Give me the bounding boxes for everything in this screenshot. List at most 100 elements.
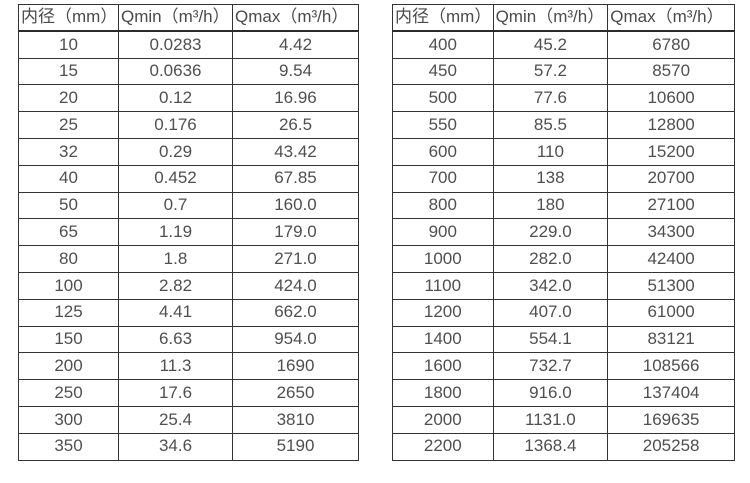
table-row: 15 0.0636 9.54	[18, 57, 359, 86]
table-cell: 1800	[392, 379, 494, 407]
table-cell: 6780	[607, 30, 735, 59]
table-cell: 26.5	[232, 111, 359, 139]
table-cell: 0.7	[118, 191, 233, 220]
table-cell: 1000	[392, 245, 494, 273]
table-cell: 4.41	[118, 298, 233, 327]
table-cell: 1.8	[118, 245, 233, 273]
table-row: 800 180 27100	[392, 191, 735, 220]
table-row: 200 11.3 1690	[18, 352, 359, 381]
table-cell: 34.6	[118, 432, 233, 461]
table-row: 2200 1368.4 205258	[392, 432, 735, 461]
table-cell: 250	[18, 379, 119, 407]
table-cell: 554.1	[492, 325, 609, 354]
table-cell: 12800	[607, 111, 735, 139]
table-cell: 179.0	[232, 218, 359, 247]
table-row: 450 57.2 8570	[392, 57, 735, 86]
table-cell: 100	[18, 271, 119, 300]
table-row: 40 0.452 67.85	[18, 164, 359, 193]
table-cell: 450	[392, 57, 494, 86]
table-cell: 137404	[607, 379, 735, 407]
table-cell: 600	[392, 137, 494, 166]
column-header: 内径（mm）	[18, 4, 119, 33]
table-cell: 1.19	[118, 218, 233, 247]
table-cell: 34300	[607, 218, 735, 247]
table-cell: 150	[18, 325, 119, 354]
column-header: Qmax（m³/h）	[232, 4, 359, 33]
table-row: 20 0.12 16.96	[18, 84, 359, 113]
table-row: 150 6.63 954.0	[18, 325, 359, 354]
table-row: 250 17.6 2650	[18, 379, 359, 407]
table-cell: 0.12	[118, 84, 233, 113]
table-cell: 11.3	[118, 352, 233, 381]
table-cell: 51300	[607, 271, 735, 300]
flow-range-table-small-diameters: 内径（mm） Qmin（m³/h） Qmax（m³/h） 10 0.0283 4.42 1…	[18, 4, 359, 461]
table-cell: 1200	[392, 298, 494, 327]
table-row: 550 85.5 12800	[392, 111, 735, 139]
table-cell: 0.29	[118, 137, 233, 166]
table-cell: 83121	[607, 325, 735, 354]
table-row: 10 0.0283 4.42	[18, 30, 359, 59]
table-row: 900 229.0 34300	[392, 218, 735, 247]
table-row: 125 4.41 662.0	[18, 298, 359, 327]
table-cell: 550	[392, 111, 494, 139]
table-row: 1800 916.0 137404	[392, 379, 735, 407]
table-cell: 205258	[607, 432, 735, 461]
table-cell: 15	[18, 57, 119, 86]
table-row: 1200 407.0 61000	[392, 298, 735, 327]
table-cell: 25	[18, 111, 119, 139]
table-cell: 20700	[607, 164, 735, 193]
table-cell: 1600	[392, 352, 494, 381]
flow-range-table-large-diameters: 内径（mm） Qmin（m³/h） Qmax（m³/h） 400 45.2 6780 45…	[392, 4, 735, 461]
table-cell: 110	[492, 137, 609, 166]
table-row: 600 110 15200	[392, 137, 735, 166]
table-row: 1400 554.1 83121	[392, 325, 735, 354]
table-cell: 32	[18, 137, 119, 166]
table-cell: 61000	[607, 298, 735, 327]
table-cell: 1100	[392, 271, 494, 300]
table-cell: 800	[392, 191, 494, 220]
column-header: Qmax（m³/h）	[607, 4, 735, 33]
table-row: 300 25.4 3810	[18, 405, 359, 434]
table-cell: 43.42	[232, 137, 359, 166]
table-cell: 662.0	[232, 298, 359, 327]
table-cell: 1400	[392, 325, 494, 354]
table-cell: 138	[492, 164, 609, 193]
table-row: 350 34.6 5190	[18, 432, 359, 461]
column-header: Qmin（m³/h）	[492, 4, 609, 33]
table-cell: 282.0	[492, 245, 609, 273]
table-cell: 0.0636	[118, 57, 233, 86]
table-cell: 350	[18, 432, 119, 461]
table-cell: 125	[18, 298, 119, 327]
header-row: 内径（mm） Qmin（m³/h） Qmax（m³/h）	[18, 4, 359, 33]
table-row: 25 0.176 26.5	[18, 111, 359, 139]
table-cell: 10600	[607, 84, 735, 113]
table-cell: 5190	[232, 432, 359, 461]
table-cell: 1368.4	[492, 432, 609, 461]
table-cell: 2.82	[118, 271, 233, 300]
table-cell: 300	[18, 405, 119, 434]
column-header: 内径（mm）	[392, 4, 494, 33]
table-cell: 1131.0	[492, 405, 609, 434]
column-header: Qmin（m³/h）	[118, 4, 233, 33]
table-cell: 2200	[392, 432, 494, 461]
table-cell: 10	[18, 30, 119, 59]
table-cell: 900	[392, 218, 494, 247]
table-cell: 20	[18, 84, 119, 113]
table-cell: 57.2	[492, 57, 609, 86]
table-cell: 1690	[232, 352, 359, 381]
table-cell: 17.6	[118, 379, 233, 407]
table-cell: 400	[392, 30, 494, 59]
table-cell: 40	[18, 164, 119, 193]
table-cell: 732.7	[492, 352, 609, 381]
table-cell: 169635	[607, 405, 735, 434]
table-cell: 424.0	[232, 271, 359, 300]
table-row: 500 77.6 10600	[392, 84, 735, 113]
table-cell: 15200	[607, 137, 735, 166]
table-row: 400 45.2 6780	[392, 30, 735, 59]
table-cell: 65	[18, 218, 119, 247]
table-cell: 85.5	[492, 111, 609, 139]
table-row: 2000 1131.0 169635	[392, 405, 735, 434]
table-cell: 16.96	[232, 84, 359, 113]
header-row: 内径（mm） Qmin（m³/h） Qmax（m³/h）	[392, 4, 735, 33]
table-row: 65 1.19 179.0	[18, 218, 359, 247]
